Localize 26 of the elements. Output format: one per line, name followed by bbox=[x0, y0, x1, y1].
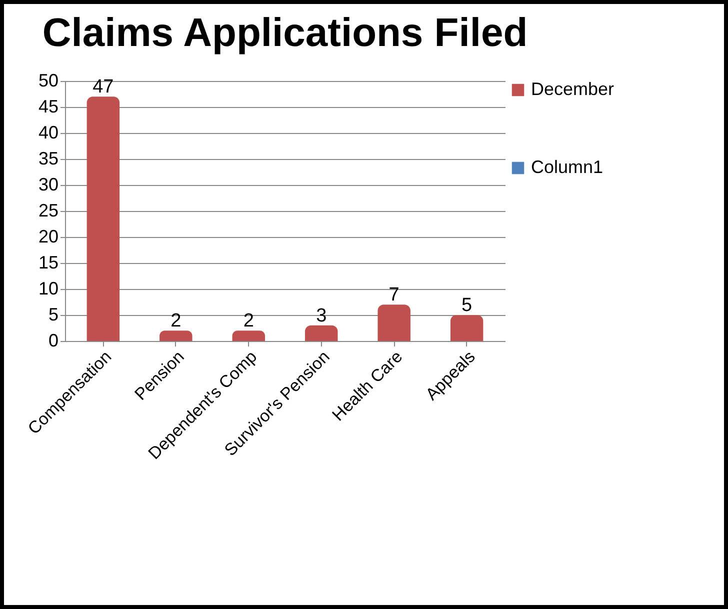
bar bbox=[86, 96, 120, 341]
bar bbox=[232, 330, 265, 341]
y-tick-label: 0 bbox=[48, 330, 58, 350]
y-tick-label: 30 bbox=[38, 174, 58, 194]
bar bbox=[305, 325, 338, 341]
data-label: 2 bbox=[243, 310, 254, 332]
y-tick-label: 25 bbox=[38, 200, 58, 220]
y-tick-label: 50 bbox=[38, 70, 58, 90]
data-label: 2 bbox=[170, 310, 182, 332]
y-tick-label: 45 bbox=[38, 96, 58, 116]
bar bbox=[160, 330, 192, 341]
bar bbox=[378, 304, 410, 341]
bar bbox=[450, 315, 484, 341]
legend-label: December bbox=[531, 79, 614, 99]
y-tick-label: 35 bbox=[38, 148, 58, 168]
y-tick-label: 10 bbox=[38, 278, 58, 298]
data-label: 3 bbox=[316, 305, 327, 326]
y-tick-label: 40 bbox=[38, 122, 58, 142]
data-label: 7 bbox=[388, 284, 400, 306]
chart-title: Claims Applications Filed bbox=[42, 11, 528, 55]
y-tick-label: 5 bbox=[48, 304, 58, 324]
y-tick-label: 15 bbox=[38, 252, 58, 272]
legend-label: Column1 bbox=[531, 157, 604, 177]
y-tick-label: 20 bbox=[38, 226, 58, 246]
data-label: 5 bbox=[462, 295, 472, 316]
data-label: 47 bbox=[92, 76, 114, 98]
